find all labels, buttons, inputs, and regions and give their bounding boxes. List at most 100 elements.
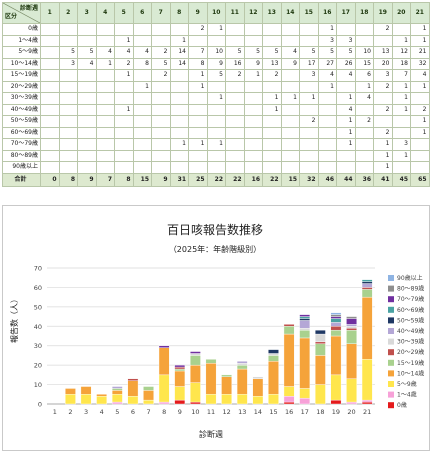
bar-segment bbox=[252, 396, 264, 405]
total-cell: 8 bbox=[114, 172, 134, 187]
total-cell: 22 bbox=[206, 172, 226, 187]
bar-segment bbox=[283, 386, 295, 397]
table-cell bbox=[373, 34, 393, 47]
table-cell: 1 bbox=[299, 92, 319, 105]
bar-segment bbox=[346, 326, 357, 329]
chart-title: 百日咳報告数推移 bbox=[167, 222, 263, 237]
y-axis: 0 10 20 30 40 50 60 70 bbox=[34, 265, 42, 409]
table-cell bbox=[336, 161, 356, 174]
bar-segment bbox=[127, 380, 139, 397]
table-cell bbox=[95, 115, 115, 128]
bar-segment bbox=[205, 359, 217, 364]
table-cell bbox=[206, 34, 226, 47]
table-cell: 1 bbox=[132, 80, 152, 93]
table-cell: 2 bbox=[188, 23, 208, 36]
table-cell bbox=[188, 149, 208, 162]
table-cell bbox=[169, 80, 189, 93]
total-cell: 22 bbox=[262, 172, 282, 187]
bar-segment bbox=[283, 326, 295, 335]
bar-segment bbox=[283, 401, 295, 405]
table-cell: 20 bbox=[373, 57, 393, 70]
bar-segment bbox=[174, 370, 186, 387]
y-tick-label: 10 bbox=[34, 381, 42, 389]
table-cell bbox=[317, 161, 337, 174]
bar-segment bbox=[361, 281, 373, 284]
weekly-age-table: 診断週 区分 1 2 3 4 5 6 7 8 9 10 11 12 13 14 15 16 17 18 19 20 21… bbox=[2, 2, 430, 187]
table-cell: 1 bbox=[206, 138, 226, 151]
table-cell: 2 bbox=[354, 115, 374, 128]
table-cell: 1 bbox=[188, 80, 208, 93]
table-cell bbox=[206, 126, 226, 139]
table-cell bbox=[225, 115, 245, 128]
table-cell bbox=[169, 149, 189, 162]
table-cell: 2 bbox=[262, 69, 282, 82]
legend-label: 60～69歳 bbox=[397, 306, 424, 314]
legend-swatch bbox=[388, 359, 394, 366]
table-cell: 2 bbox=[410, 103, 430, 116]
bar-segment bbox=[190, 353, 201, 356]
bar-segment bbox=[111, 388, 123, 391]
bar-segment bbox=[174, 366, 186, 370]
table-cell: 1 bbox=[206, 23, 226, 36]
table-cell bbox=[188, 115, 208, 128]
table-cell: 1 bbox=[262, 92, 282, 105]
table-cell bbox=[151, 80, 171, 93]
bar-segment bbox=[236, 361, 248, 364]
table-cell bbox=[225, 80, 245, 93]
table-cell bbox=[114, 23, 134, 36]
bar-segment bbox=[158, 345, 170, 348]
corner-category-label: 区分 bbox=[5, 13, 18, 20]
table-cell bbox=[132, 126, 152, 139]
week-header: 6 bbox=[132, 2, 152, 24]
table-cell bbox=[58, 80, 78, 93]
bar-segment bbox=[299, 337, 311, 389]
legend-swatch bbox=[388, 402, 394, 409]
table-cell bbox=[95, 103, 115, 116]
table-cell bbox=[188, 126, 208, 139]
table-cell: 3 bbox=[336, 34, 356, 47]
x-tick-label: 5 bbox=[115, 408, 119, 416]
table-cell bbox=[225, 23, 245, 36]
table-cell: 1 bbox=[410, 34, 430, 47]
table-cell: 8 bbox=[188, 57, 208, 70]
total-cell: 31 bbox=[169, 172, 189, 187]
table-cell bbox=[243, 115, 263, 128]
table-cell: 2 bbox=[299, 115, 319, 128]
table-cell bbox=[373, 92, 393, 105]
bar-segment bbox=[268, 349, 279, 354]
week-header: 21 bbox=[410, 2, 430, 24]
table-cell: 1 bbox=[410, 115, 430, 128]
table-cell bbox=[280, 34, 300, 47]
x-tick-label: 1 bbox=[53, 408, 57, 416]
row-label: 15～19歳 bbox=[2, 69, 41, 82]
table-cell: 1 bbox=[391, 80, 411, 93]
bar-segment bbox=[330, 316, 342, 319]
bar-segment bbox=[346, 318, 357, 325]
table-cell bbox=[77, 80, 97, 93]
table-cell: 1 bbox=[336, 138, 356, 151]
table-cell: 9 bbox=[243, 57, 263, 70]
bar-segment bbox=[361, 289, 373, 298]
table-cell bbox=[58, 23, 78, 36]
table-cell: 4 bbox=[317, 69, 337, 82]
week-header: 4 bbox=[95, 2, 115, 24]
bar-segment bbox=[361, 287, 373, 290]
bar-segment bbox=[346, 329, 357, 344]
table-cell bbox=[77, 149, 97, 162]
table-cell bbox=[169, 69, 189, 82]
x-tick-label: 6 bbox=[131, 408, 135, 416]
table-cell bbox=[40, 92, 60, 105]
table-cell: 3 bbox=[317, 34, 337, 47]
bar-segment bbox=[346, 343, 357, 379]
table-cell bbox=[262, 126, 282, 139]
bar-segment bbox=[158, 374, 170, 403]
x-tick-label: 3 bbox=[84, 408, 88, 416]
bar-segment bbox=[205, 394, 217, 405]
row-label: 0歳 bbox=[2, 23, 41, 36]
table-cell bbox=[243, 80, 263, 93]
table-cell: 9 bbox=[206, 57, 226, 70]
table-cell bbox=[354, 126, 374, 139]
corner-week-label: 診断週 bbox=[19, 5, 38, 12]
week-header: 8 bbox=[169, 2, 189, 24]
bar-segment bbox=[299, 316, 311, 319]
